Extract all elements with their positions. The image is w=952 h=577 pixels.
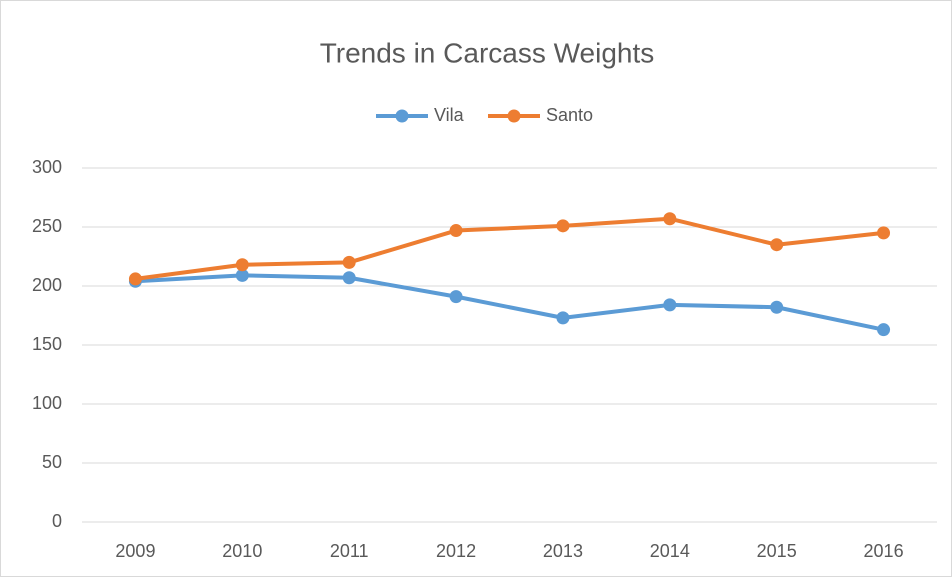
data-point: [449, 290, 463, 304]
x-tick-label: 2010: [222, 541, 262, 561]
x-tick-label: 2016: [864, 541, 904, 561]
data-point: [128, 272, 142, 286]
x-tick-label: 2012: [436, 541, 476, 561]
data-point: [663, 298, 677, 312]
x-tick-label: 2009: [115, 541, 155, 561]
chart-title: Trends in Carcass Weights: [320, 37, 655, 68]
y-tick-label: 150: [32, 334, 62, 354]
legend-marker: [395, 109, 409, 123]
y-tick-label: 50: [42, 452, 62, 472]
x-tick-label: 2015: [757, 541, 797, 561]
y-tick-label: 200: [32, 275, 62, 295]
y-tick-label: 100: [32, 393, 62, 413]
data-point: [663, 212, 677, 226]
series-line: [135, 273, 884, 332]
data-point: [556, 219, 570, 233]
legend-marker: [507, 109, 521, 123]
data-point: [556, 311, 570, 325]
series-line: [135, 216, 884, 281]
legend-label: Vila: [434, 105, 465, 125]
data-point: [342, 255, 356, 269]
legend-label: Santo: [546, 105, 593, 125]
x-tick-label: 2013: [543, 541, 583, 561]
x-tick-label: 2014: [650, 541, 690, 561]
data-point: [770, 238, 784, 252]
x-tick-label: 2011: [330, 541, 369, 561]
data-point: [877, 323, 891, 337]
data-point: [770, 300, 784, 314]
y-tick-label: 300: [32, 157, 62, 177]
data-point: [342, 271, 356, 285]
data-point: [235, 258, 249, 272]
y-tick-label: 250: [32, 216, 62, 236]
data-point: [877, 226, 891, 240]
y-tick-label: 0: [52, 511, 62, 531]
data-point: [449, 224, 463, 238]
data-point: [235, 268, 249, 282]
